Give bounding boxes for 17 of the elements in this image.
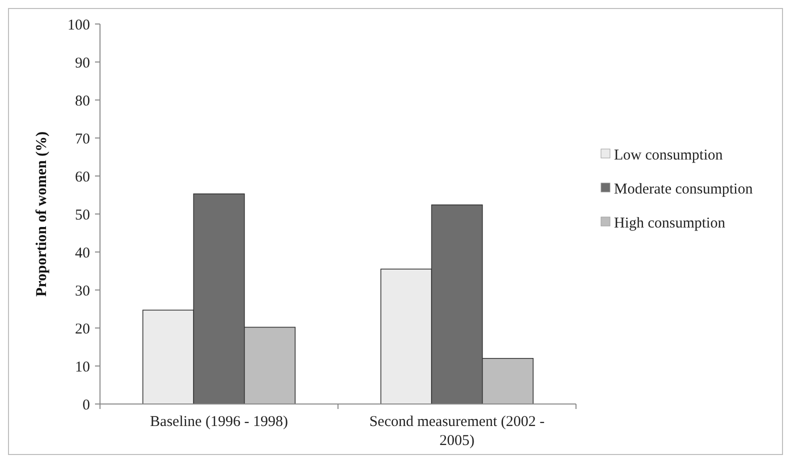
- y-tick-label: 40: [75, 245, 90, 262]
- legend-label: Low consumption: [614, 147, 724, 164]
- x-tick-label: Second measurement (2002 - 2005): [369, 414, 545, 449]
- x-tick-label: Baseline (1996 - 1998): [150, 414, 288, 430]
- y-tick-label: 70: [75, 131, 90, 148]
- y-tick-label: 30: [75, 283, 90, 300]
- legend-label: Moderate consumption: [614, 181, 754, 198]
- y-tick-label: 50: [75, 207, 90, 224]
- y-tick-label: 60: [75, 169, 90, 186]
- y-axis-title: Proportion of women (%): [34, 131, 50, 297]
- y-tick-label: 20: [75, 321, 90, 338]
- y-tick-label: 10: [75, 359, 90, 376]
- y-tick-label: 0: [82, 397, 90, 414]
- y-tick-label: 90: [75, 55, 90, 72]
- y-tick-label: 100: [68, 17, 90, 34]
- legend-label: High consumption: [614, 215, 726, 232]
- y-tick-label: 80: [75, 93, 90, 110]
